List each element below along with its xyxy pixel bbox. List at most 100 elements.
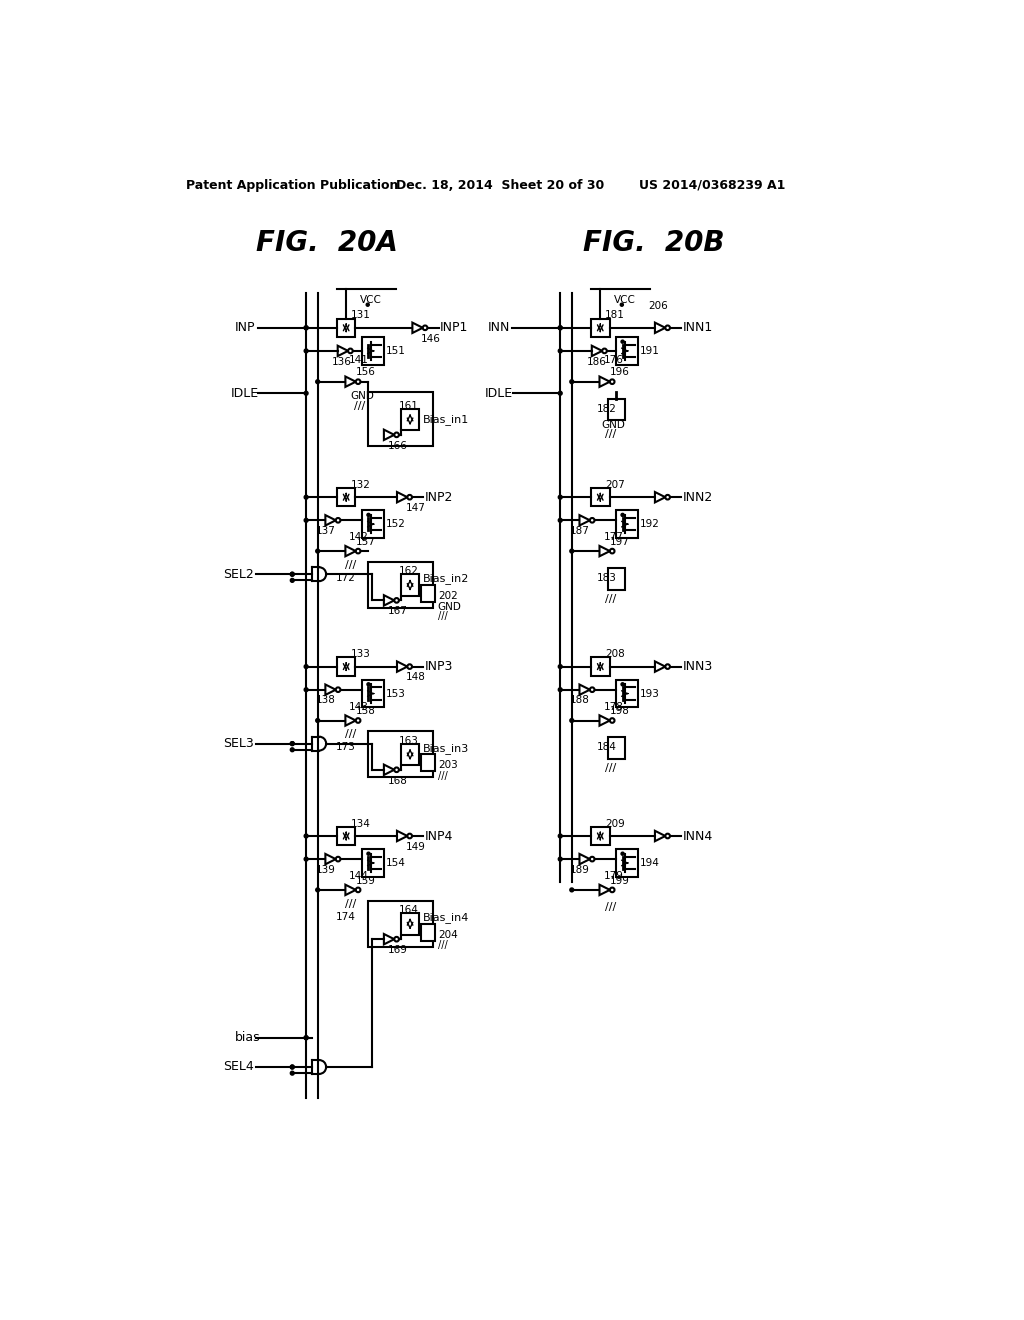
Text: Bias_in3: Bias_in3 [422,743,469,754]
Text: ///: /// [605,594,616,603]
Bar [337,657,355,676]
Polygon shape [655,830,666,841]
Circle shape [408,664,412,669]
Circle shape [558,519,562,523]
Bar [368,562,433,609]
Text: 206: 206 [648,301,668,312]
Circle shape [423,326,427,330]
Text: bias: bias [234,1031,260,1044]
Circle shape [558,665,562,668]
Text: 152: 152 [385,519,406,529]
Text: INP: INP [234,321,255,334]
Text: ///: /// [345,560,356,570]
Text: GND: GND [602,420,626,430]
Circle shape [621,682,625,686]
Circle shape [304,326,308,330]
Text: 149: 149 [406,842,425,851]
Text: INN3: INN3 [683,660,713,673]
Text: 142: 142 [349,532,369,543]
Bar [400,743,419,766]
Text: INN: INN [487,321,510,334]
Text: 187: 187 [569,527,590,536]
Circle shape [590,517,595,523]
Text: ///: /// [438,771,447,781]
Bar [368,900,433,946]
Circle shape [408,834,412,838]
Text: 156: 156 [355,367,375,378]
Circle shape [355,549,360,553]
Bar [421,755,435,771]
Text: IDLE: IDLE [230,387,259,400]
Bar [400,913,419,935]
Text: ///: /// [354,401,366,412]
Polygon shape [599,546,610,556]
Polygon shape [580,685,590,694]
Bar [616,680,638,708]
Circle shape [610,549,614,553]
Bar [368,392,433,446]
Text: VCC: VCC [360,296,382,305]
Text: 167: 167 [388,606,408,616]
Text: 153: 153 [385,689,406,698]
Circle shape [610,718,614,723]
Circle shape [621,304,624,306]
Text: 151: 151 [385,346,406,356]
Text: SEL4: SEL4 [223,1060,254,1073]
Text: 179: 179 [603,871,624,880]
Text: Bias_in4: Bias_in4 [422,912,469,923]
Text: 174: 174 [336,912,355,921]
Text: 154: 154 [385,858,406,869]
Circle shape [336,688,340,692]
Circle shape [315,380,319,384]
Text: 204: 204 [438,929,458,940]
Text: 199: 199 [609,875,630,886]
Circle shape [291,1065,294,1069]
Circle shape [408,495,412,499]
Polygon shape [655,322,666,333]
Circle shape [355,718,360,723]
Bar [362,849,384,876]
Circle shape [291,1065,294,1069]
Polygon shape [599,715,610,726]
Circle shape [304,495,308,499]
Text: IDLE: IDLE [484,387,513,400]
Circle shape [291,742,294,746]
Circle shape [304,1036,308,1040]
Bar [591,826,609,845]
Text: VCC: VCC [614,296,636,305]
Text: SEL3: SEL3 [223,737,254,750]
Text: 189: 189 [569,865,590,875]
Text: INP4: INP4 [425,829,453,842]
Polygon shape [345,376,355,387]
Text: 136: 136 [333,358,352,367]
Text: 194: 194 [640,858,659,869]
Polygon shape [345,884,355,895]
Circle shape [610,379,614,384]
Bar [591,318,609,337]
Polygon shape [397,492,408,503]
Bar [368,731,433,777]
Text: 192: 192 [640,519,659,529]
Circle shape [304,326,308,330]
Text: 188: 188 [569,696,590,705]
Text: ///: /// [345,730,356,739]
Text: 196: 196 [609,367,630,378]
Circle shape [621,513,625,516]
Text: FIG.  20B: FIG. 20B [584,230,725,257]
Circle shape [558,495,562,499]
Bar [421,585,435,602]
Polygon shape [326,685,336,694]
Text: 148: 148 [406,672,425,682]
Text: 164: 164 [399,906,419,915]
Text: 181: 181 [605,310,625,321]
Text: 158: 158 [355,706,375,717]
Bar [608,568,625,590]
Text: INP1: INP1 [440,321,468,334]
Polygon shape [655,661,666,672]
Circle shape [355,887,360,892]
Circle shape [569,380,573,384]
Polygon shape [326,515,336,525]
Text: 161: 161 [399,400,419,411]
Polygon shape [397,830,408,841]
Circle shape [304,391,308,395]
